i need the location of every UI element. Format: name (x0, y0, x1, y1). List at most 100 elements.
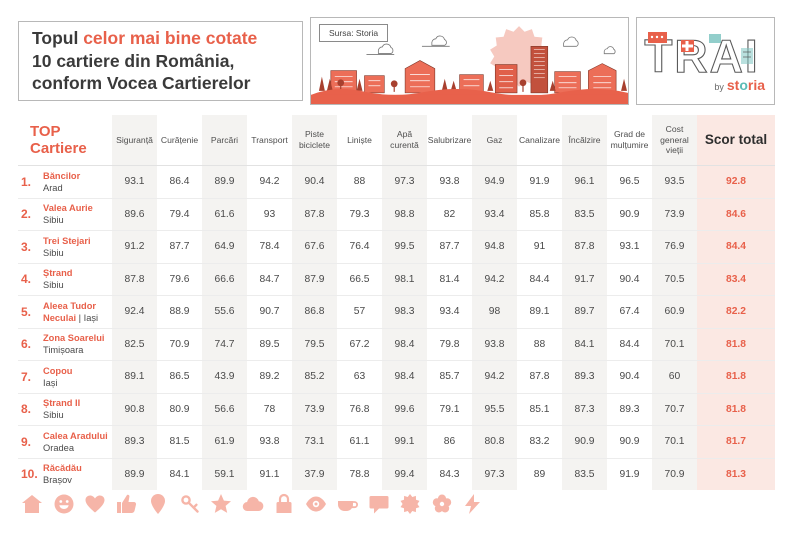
score-cell: 73.9 (652, 198, 697, 230)
score-cell: 98.3 (382, 296, 427, 328)
rank-number: 10. (21, 467, 38, 482)
score-cell: 88.9 (169, 306, 190, 318)
score-cell: 74.7 (202, 328, 247, 360)
city-name: Sibiu (43, 280, 64, 291)
neighborhood-name: Băncilor (43, 170, 81, 181)
score-cell: 94.8 (472, 231, 517, 263)
title-line2: 10 cartiere din România, (32, 50, 235, 71)
city-name: Brașov (43, 475, 72, 486)
score-cell: 78.4 (259, 241, 280, 253)
score-cell: 87.8 (529, 371, 550, 383)
score-cell: 66.6 (202, 263, 247, 295)
score-cell: 99.4 (382, 458, 427, 490)
score-cell: 89.7 (562, 296, 607, 328)
score-cell: 89.1 (112, 361, 157, 393)
score-cell: 91.9 (619, 468, 640, 480)
score-cell: 90.9 (619, 436, 640, 448)
score-cell: 90.4 (619, 273, 640, 285)
score-cell: 64.9 (202, 231, 247, 263)
column-header: Parcări (202, 115, 247, 165)
score-cell: 61.9 (202, 426, 247, 458)
score-cell: 89.9 (112, 458, 157, 490)
score-cell: 91.2 (112, 231, 157, 263)
column-header: Încălzire (562, 115, 607, 165)
score-cell: 37.9 (292, 458, 337, 490)
score-cell: 93.8 (472, 328, 517, 360)
neighborhood-name: Trei Stejari (43, 235, 91, 246)
rank-number: 5. (21, 304, 32, 319)
key-icon (178, 492, 202, 516)
score-cell: 55.6 (202, 296, 247, 328)
score-cell: 86.8 (292, 296, 337, 328)
flower-icon (430, 492, 454, 516)
column-header: Liniște (347, 134, 372, 145)
score-cell: 98.4 (382, 328, 427, 360)
score-cell: 81.4 (439, 273, 460, 285)
neighborhood-cell: Băncilor Arad (43, 166, 112, 198)
score-cell: 98.1 (382, 263, 427, 295)
score-cell: 87.7 (439, 241, 460, 253)
score-cell: 84.7 (259, 273, 280, 285)
rank-number: 1. (21, 174, 32, 189)
score-cell: 96.5 (619, 176, 640, 188)
neighborhood-cell: Copou Iași (43, 361, 112, 393)
score-cell: 90.9 (619, 208, 640, 220)
neighborhood-name: Calea Aradului (43, 430, 108, 441)
score-cell: 87.7 (169, 241, 190, 253)
score-cell: 67.2 (349, 338, 370, 350)
score-cell: 91.7 (562, 263, 607, 295)
score-cell: 87.9 (292, 263, 337, 295)
trai-logo: TRAI by storia (636, 17, 775, 105)
score-cell: 67.4 (619, 306, 640, 318)
score-cell: 99.6 (382, 393, 427, 425)
score-cell: 88 (533, 338, 546, 350)
score-cell: 90.7 (259, 306, 280, 318)
total-score-cell: 81.8 (697, 393, 775, 425)
table-body: 1. Băncilor Arad 93.1 86.4 89.9 94.2 90.4 88 97.3… (18, 166, 775, 490)
table-row: 6. Zona Soarelui Timișoara 82.5 70.9 74.7 89.5… (18, 328, 775, 361)
score-cell: 86.5 (169, 371, 190, 383)
speech-bubble-icon (367, 492, 391, 516)
logo-decorations (648, 32, 753, 64)
score-cell: 61.1 (349, 436, 370, 448)
score-cell: 93 (263, 208, 276, 220)
score-cell: 84.4 (529, 273, 550, 285)
cityscape-illustration: Sursa: Storia (310, 17, 629, 105)
score-cell: 86.4 (169, 176, 190, 188)
score-cell: 85.8 (529, 208, 550, 220)
neighborhood-name: Copou (43, 365, 73, 376)
score-cell: 83.5 (562, 458, 607, 490)
neighborhood-cell: Zona Soarelui Timișoara (43, 329, 112, 361)
rank-number: 7. (21, 369, 32, 384)
city-name: Iași (43, 377, 58, 388)
title-highlight: celor mai bine cotate (83, 27, 258, 48)
score-cell: 79.1 (439, 403, 460, 415)
neighborhood-cell: Răcădău Brașov (43, 459, 112, 491)
column-header: Salubrizare (427, 134, 472, 145)
eye-icon (304, 492, 328, 516)
brand-o: o (739, 77, 748, 93)
score-cell: 80.8 (472, 426, 517, 458)
neighborhood-name: Aleea Tudor Neculai (43, 300, 97, 323)
score-cell: 90.4 (619, 371, 640, 383)
rank-number: 6. (21, 337, 32, 352)
trai-logo-svg: TRAI by storia (644, 29, 765, 93)
city-name: Sibiu (43, 215, 64, 226)
score-cell: 91.1 (259, 468, 280, 480)
score-cell: 67.6 (292, 231, 337, 263)
score-cell: 84.1 (169, 468, 190, 480)
table-row: 9. Calea Aradului Oradea 89.3 81.5 61.9 93.8 73… (18, 426, 775, 459)
column-header: Canalizare (518, 134, 561, 145)
score-cell: 59.1 (202, 458, 247, 490)
total-score-cell: 81.8 (697, 361, 775, 393)
score-cell: 79.8 (439, 338, 460, 350)
score-cell: 61.6 (202, 198, 247, 230)
city-name: Oradea (43, 442, 75, 453)
score-cell: 87.3 (562, 393, 607, 425)
score-cell: 87.8 (292, 198, 337, 230)
score-cell: 57 (353, 306, 366, 318)
score-cell: 84.1 (562, 328, 607, 360)
neighborhood-cell: Trei Stejari Sibiu (43, 231, 112, 263)
score-cell: 82.5 (112, 328, 157, 360)
score-cell: 78 (263, 403, 276, 415)
